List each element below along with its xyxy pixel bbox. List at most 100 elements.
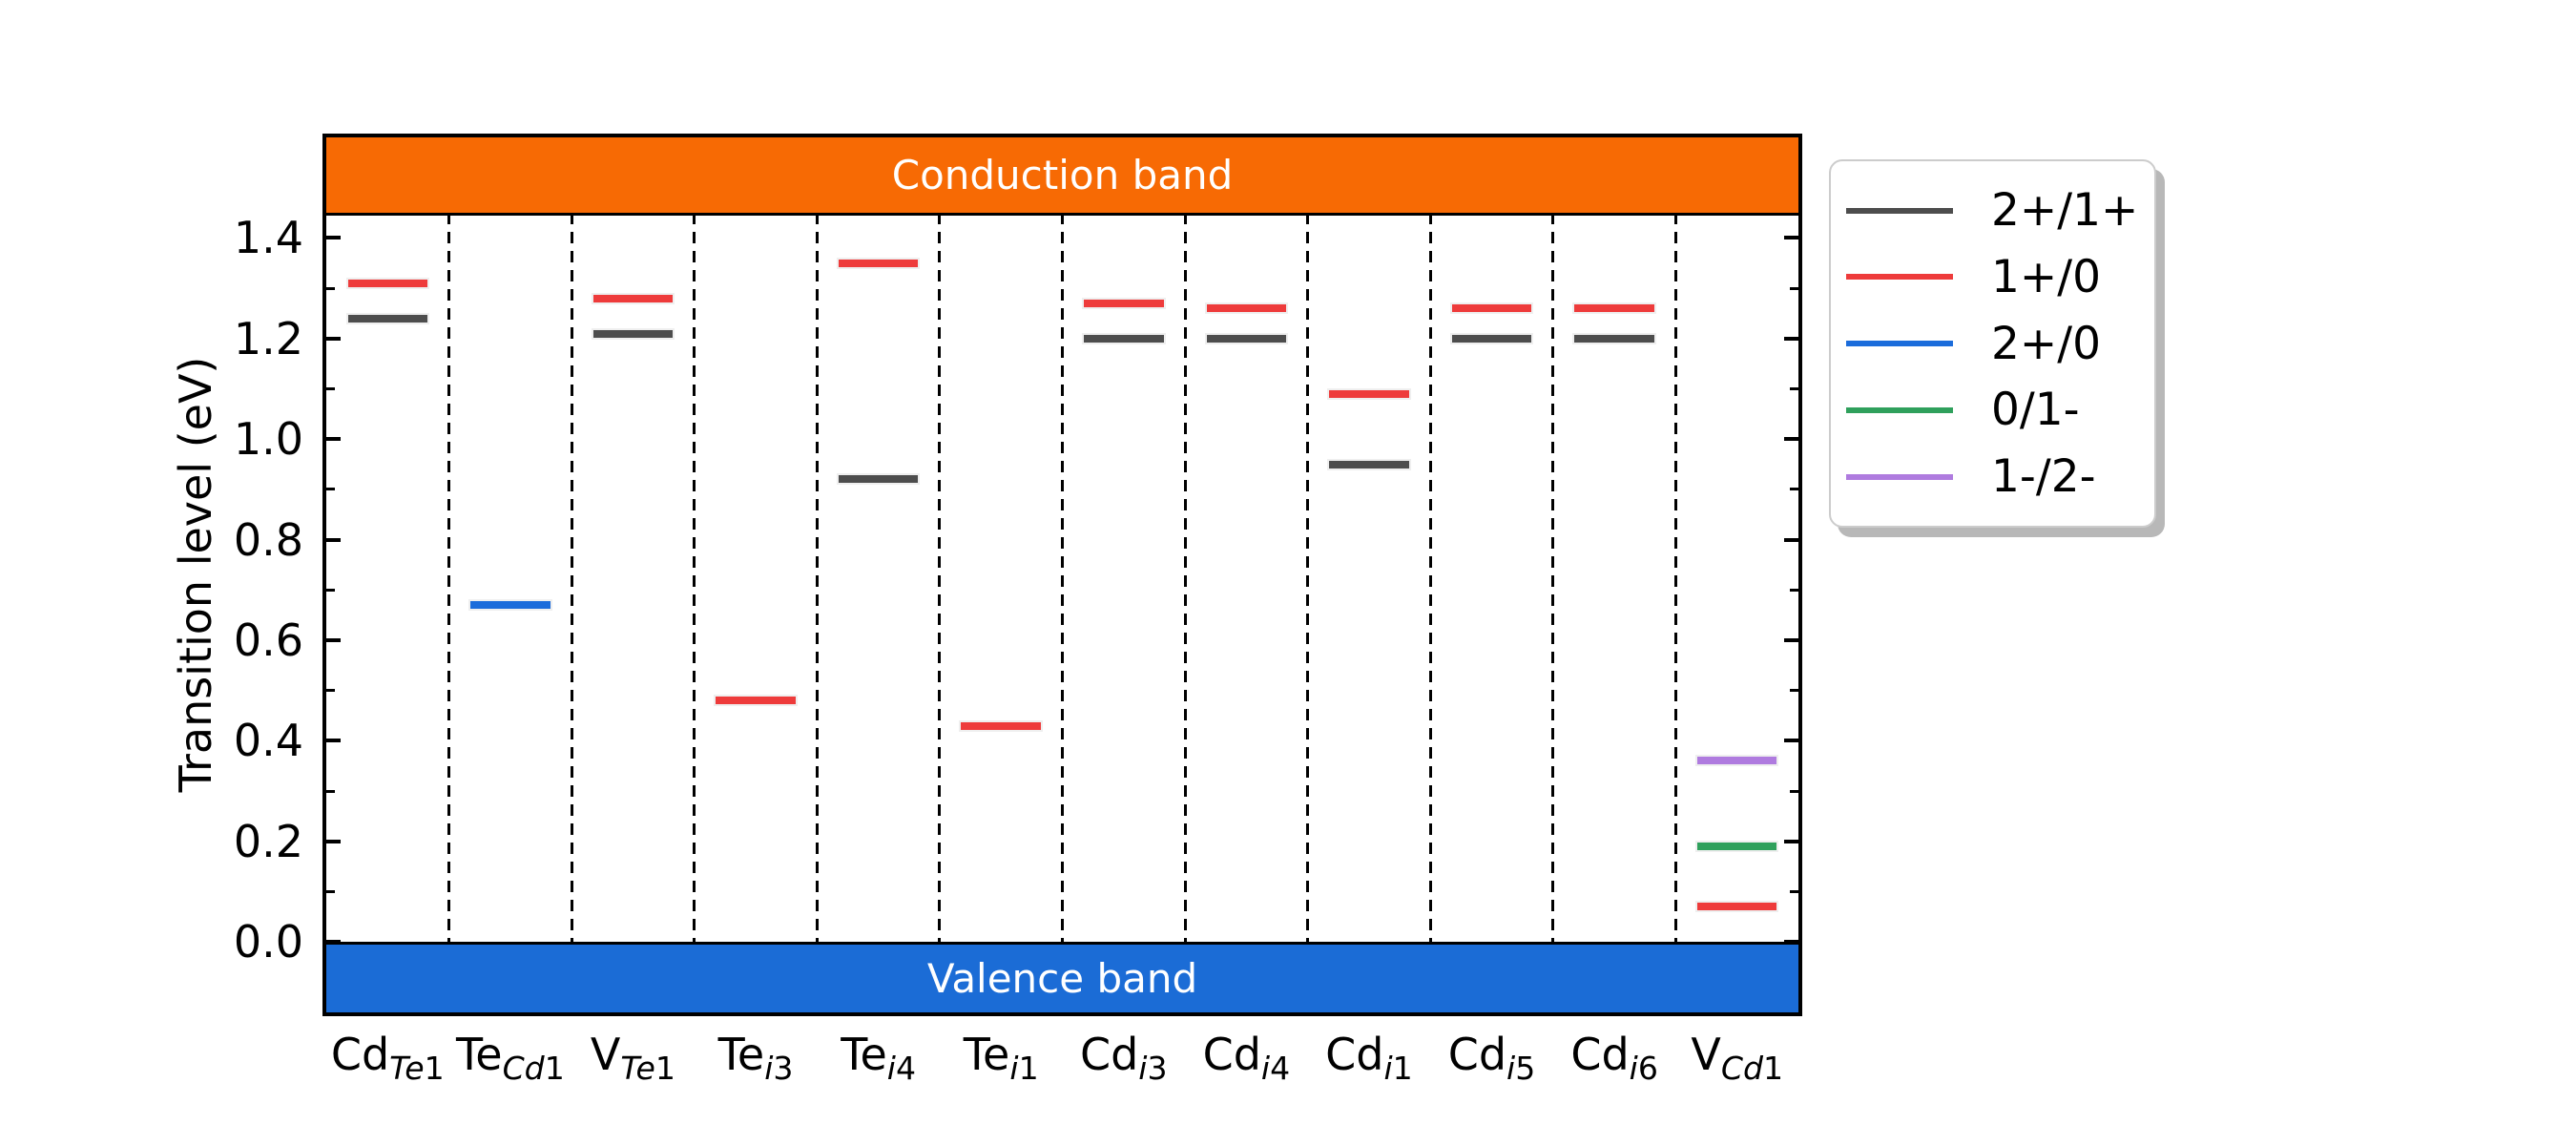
conduction-band-label: Conduction band xyxy=(891,151,1234,198)
y-tick xyxy=(1784,739,1798,743)
y-tick xyxy=(326,488,335,491)
y-tick xyxy=(1790,689,1798,693)
legend-swatch xyxy=(1846,274,1953,281)
level-bar-Cdi6-2+/1+ xyxy=(1574,334,1654,343)
y-tick-label: 0.6 xyxy=(233,614,303,666)
level-bar-VTe1-2+/1+ xyxy=(592,329,674,338)
column-separator xyxy=(447,213,451,943)
legend-label: 0/1- xyxy=(1991,384,2080,437)
y-tick xyxy=(326,588,335,592)
level-bar-CdTe1-2+/1+ xyxy=(347,314,428,323)
y-tick-label: 1.0 xyxy=(233,413,303,466)
column-separator xyxy=(1183,213,1187,943)
column-separator xyxy=(1428,213,1432,943)
y-tick xyxy=(326,336,341,341)
y-tick xyxy=(326,537,341,542)
legend: 2+/1+ 1+/0 2+/0 0/1- 1-/2- xyxy=(1829,159,2156,528)
legend-label: 1-/2- xyxy=(1991,450,2096,503)
y-tick xyxy=(326,236,341,240)
level-bar-CdTe1-1+/0 xyxy=(347,279,428,287)
legend-entry-2+/1+: 2+/1+ xyxy=(1846,188,2145,233)
level-bar-Cdi5-2+/1+ xyxy=(1451,334,1532,343)
defect-label-Cdi4: Cdi4 xyxy=(1202,1029,1291,1088)
y-tick xyxy=(1784,638,1798,642)
defect-label-TeCd1: TeCd1 xyxy=(455,1029,565,1088)
y-tick xyxy=(326,689,335,693)
level-bar-Cdi3-2+/1+ xyxy=(1084,334,1164,343)
y-tick xyxy=(326,387,335,390)
legend-swatch xyxy=(1846,341,1953,346)
column-separator xyxy=(938,213,942,943)
y-tick xyxy=(1790,588,1798,592)
y-tick xyxy=(326,638,341,642)
level-bar-Cdi3-1+/0 xyxy=(1084,299,1164,307)
y-tick xyxy=(1784,537,1798,542)
level-bar-VTe1-1+/0 xyxy=(592,294,674,302)
y-tick xyxy=(1790,387,1798,390)
y-tick-label: 0.4 xyxy=(233,715,303,767)
y-tick xyxy=(326,437,341,442)
y-tick xyxy=(326,789,335,793)
level-bar-VCd1-1-/2- xyxy=(1696,757,1777,765)
y-tick xyxy=(326,890,335,894)
level-bar-Cdi4-2+/1+ xyxy=(1206,334,1287,343)
y-tick-label: 0.0 xyxy=(233,916,303,968)
level-bar-Tei1-1+/0 xyxy=(961,721,1041,730)
defect-label-Tei3: Tei3 xyxy=(717,1029,794,1088)
defect-label-Tei1: Tei1 xyxy=(963,1029,1039,1088)
legend-entry-1-/2-: 1-/2- xyxy=(1846,454,2145,499)
defect-label-Cdi6: Cdi6 xyxy=(1570,1029,1658,1088)
level-bar-Cdi6-1+/0 xyxy=(1574,304,1654,313)
y-tick-label: 1.2 xyxy=(233,312,303,364)
defect-label-Cdi5: Cdi5 xyxy=(1447,1029,1536,1088)
defect-label-VTe1: VTe1 xyxy=(590,1029,675,1088)
column-separator xyxy=(1061,213,1064,943)
level-bar-VCd1-0/1- xyxy=(1696,843,1777,851)
column-separator xyxy=(1673,213,1677,943)
column-separator xyxy=(570,213,573,943)
defect-label-VCd1: VCd1 xyxy=(1691,1029,1784,1088)
y-tick xyxy=(1790,488,1798,491)
level-bar-Tei3-1+/0 xyxy=(716,697,796,705)
level-bar-TeCd1-2+/0 xyxy=(470,601,551,610)
defect-label-CdTe1: CdTe1 xyxy=(330,1029,445,1088)
y-tick-label: 0.2 xyxy=(233,815,303,867)
legend-entry-2+/0: 2+/0 xyxy=(1846,322,2145,366)
defect-label-Tei4: Tei4 xyxy=(841,1029,917,1088)
y-tick xyxy=(326,839,341,843)
legend-label: 1+/0 xyxy=(1991,250,2102,303)
column-separator xyxy=(693,213,696,943)
legend-swatch xyxy=(1846,207,1953,214)
column-separator xyxy=(1306,213,1310,943)
y-tick-label: 0.8 xyxy=(233,513,303,566)
level-bar-Tei4-2+/1+ xyxy=(838,475,919,484)
y-tick xyxy=(1784,940,1798,945)
legend-entry-0/1-: 0/1- xyxy=(1846,387,2145,432)
level-bar-VCd1-1+/0 xyxy=(1696,903,1777,911)
level-bar-Cdi4-1+/0 xyxy=(1206,304,1287,313)
y-tick xyxy=(326,940,341,945)
y-tick xyxy=(1790,789,1798,793)
plot-area: Conduction band Valence band xyxy=(322,134,1802,1016)
y-tick xyxy=(326,286,335,290)
y-tick xyxy=(1790,890,1798,894)
valence-band: Valence band xyxy=(326,942,1798,1012)
defect-label-Cdi1: Cdi1 xyxy=(1325,1029,1413,1088)
legend-label: 2+/0 xyxy=(1991,317,2102,370)
legend-swatch xyxy=(1846,473,1953,480)
y-tick xyxy=(326,739,341,743)
y-tick xyxy=(1784,839,1798,843)
y-tick xyxy=(1784,437,1798,442)
y-tick xyxy=(1784,336,1798,341)
y-axis-label: Transition level (eV) xyxy=(170,356,221,793)
valence-band-label: Valence band xyxy=(926,954,1198,1002)
column-separator xyxy=(815,213,819,943)
level-bar-Cdi1-2+/1+ xyxy=(1329,460,1409,468)
level-bar-Cdi1-1+/0 xyxy=(1329,389,1409,398)
defect-label-Cdi3: Cdi3 xyxy=(1079,1029,1168,1088)
legend-swatch xyxy=(1846,406,1953,413)
y-tick xyxy=(1784,236,1798,240)
legend-entry-1+/0: 1+/0 xyxy=(1846,255,2145,300)
conduction-band: Conduction band xyxy=(326,137,1798,217)
